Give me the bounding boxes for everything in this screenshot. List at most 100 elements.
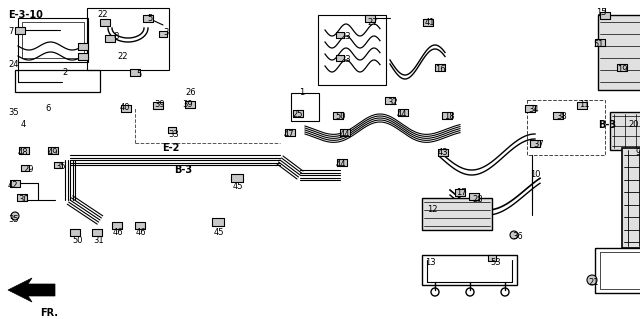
Bar xyxy=(92,228,102,235)
Text: 44: 44 xyxy=(336,160,346,169)
Text: 41: 41 xyxy=(425,18,435,27)
Bar xyxy=(422,255,517,285)
Text: 39: 39 xyxy=(182,100,193,109)
Bar xyxy=(527,100,605,155)
Bar xyxy=(577,101,587,108)
Text: 44: 44 xyxy=(340,130,351,139)
Text: 22: 22 xyxy=(97,10,108,19)
Bar xyxy=(337,159,347,166)
Bar xyxy=(530,139,540,146)
Text: 53: 53 xyxy=(490,258,500,267)
Text: 18: 18 xyxy=(444,112,454,121)
Text: 21: 21 xyxy=(588,278,598,287)
Text: 23: 23 xyxy=(340,32,351,41)
Bar xyxy=(435,63,445,70)
Bar xyxy=(336,32,344,38)
Bar xyxy=(595,39,605,46)
Bar xyxy=(423,19,433,26)
Bar xyxy=(168,127,176,133)
Bar xyxy=(19,146,29,153)
Bar xyxy=(159,31,167,37)
Bar xyxy=(54,162,62,168)
Bar xyxy=(293,109,303,116)
Bar xyxy=(455,189,465,196)
Text: 37: 37 xyxy=(533,140,544,149)
Text: 10: 10 xyxy=(530,170,541,179)
Bar xyxy=(488,255,496,261)
Text: 40: 40 xyxy=(120,103,131,112)
Text: 20: 20 xyxy=(628,120,639,129)
Text: 50: 50 xyxy=(72,236,83,245)
Circle shape xyxy=(587,275,597,285)
Text: 39: 39 xyxy=(154,100,164,109)
Text: 45: 45 xyxy=(233,182,243,191)
Text: B-3: B-3 xyxy=(174,165,192,175)
Text: 7: 7 xyxy=(8,27,13,36)
Bar xyxy=(385,97,395,103)
Bar xyxy=(135,221,145,228)
Circle shape xyxy=(510,231,518,239)
Text: 43: 43 xyxy=(438,148,449,157)
Text: 11: 11 xyxy=(579,100,589,109)
Bar xyxy=(10,180,20,187)
Bar xyxy=(622,148,640,248)
Bar xyxy=(398,108,408,115)
Bar xyxy=(212,218,224,226)
Text: 35: 35 xyxy=(55,162,66,171)
Text: 25: 25 xyxy=(292,110,303,119)
Text: FR.: FR. xyxy=(40,308,58,318)
Text: 12: 12 xyxy=(427,205,438,214)
Bar xyxy=(48,146,58,153)
Bar xyxy=(365,14,375,21)
Text: 44: 44 xyxy=(397,110,408,119)
Text: 27: 27 xyxy=(367,18,378,27)
Text: 26: 26 xyxy=(185,88,196,97)
Text: 50: 50 xyxy=(335,112,346,121)
Text: 1: 1 xyxy=(299,88,304,97)
Text: 34: 34 xyxy=(528,105,539,114)
Bar xyxy=(21,165,29,171)
Bar xyxy=(610,112,640,150)
Text: 5: 5 xyxy=(136,70,141,79)
Bar xyxy=(525,105,535,112)
Bar xyxy=(15,26,25,33)
Text: 13: 13 xyxy=(425,258,436,267)
Text: 2: 2 xyxy=(62,68,67,77)
Bar xyxy=(231,174,243,182)
Text: 5: 5 xyxy=(147,14,152,23)
Text: 4: 4 xyxy=(21,120,26,129)
Text: 23: 23 xyxy=(340,55,351,64)
Text: 31: 31 xyxy=(93,236,104,245)
Text: 46: 46 xyxy=(113,228,124,237)
Polygon shape xyxy=(8,278,55,302)
Bar xyxy=(291,93,319,121)
Text: 17: 17 xyxy=(456,188,467,197)
Bar xyxy=(153,101,163,108)
Text: 49: 49 xyxy=(48,148,58,157)
Text: 38: 38 xyxy=(556,112,567,121)
Bar xyxy=(87,8,169,70)
Text: 51: 51 xyxy=(593,40,604,49)
Text: 22: 22 xyxy=(117,52,127,61)
Bar xyxy=(112,221,122,228)
Text: 24: 24 xyxy=(8,60,19,69)
Text: 30: 30 xyxy=(18,195,29,204)
Bar xyxy=(17,194,27,201)
Bar xyxy=(600,11,610,19)
Text: 48: 48 xyxy=(18,148,29,157)
Bar xyxy=(121,105,131,112)
Text: 29: 29 xyxy=(23,165,33,174)
Text: 36: 36 xyxy=(512,232,523,241)
Bar xyxy=(100,19,110,26)
Bar xyxy=(70,228,80,235)
Text: 16: 16 xyxy=(435,65,445,74)
Text: 9: 9 xyxy=(635,148,640,157)
Bar xyxy=(438,149,448,155)
Bar xyxy=(598,15,640,90)
Bar xyxy=(143,14,153,21)
Text: E-3-10: E-3-10 xyxy=(8,10,43,20)
Bar xyxy=(340,129,350,136)
Bar xyxy=(285,129,295,136)
Text: E-2: E-2 xyxy=(162,143,179,153)
Text: 47: 47 xyxy=(284,130,294,139)
